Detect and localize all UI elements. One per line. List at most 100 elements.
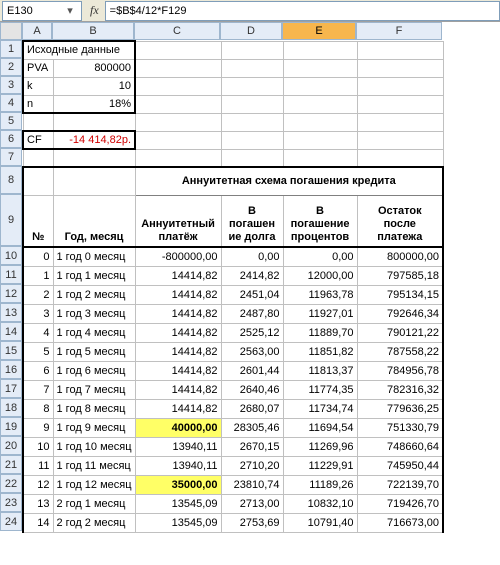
cell[interactable] — [221, 59, 283, 77]
cell[interactable]: 1 год 2 месяц — [53, 285, 135, 304]
row-header[interactable]: 24 — [0, 512, 22, 531]
cell[interactable]: 2670,15 — [221, 437, 283, 456]
cell[interactable]: 2414,82 — [221, 266, 283, 285]
cell[interactable]: 2601,44 — [221, 361, 283, 380]
cell[interactable] — [221, 131, 283, 149]
cell[interactable]: Аннуитетный платёж — [135, 195, 221, 247]
cell[interactable]: 13545,09 — [135, 494, 221, 513]
cell[interactable]: 748660,64 — [357, 437, 443, 456]
cell[interactable]: 2487,80 — [221, 304, 283, 323]
cell[interactable]: 10 — [53, 77, 135, 95]
cell[interactable]: 8 — [23, 399, 53, 418]
cell[interactable]: 2 год 2 месяц — [53, 513, 135, 532]
cell-grid[interactable]: Исходные данныеPVA800000k10n18%CF-14 414… — [22, 40, 444, 533]
cell[interactable]: 11774,35 — [283, 380, 357, 399]
cell[interactable]: 11813,37 — [283, 361, 357, 380]
cell[interactable] — [283, 131, 357, 149]
cell[interactable] — [283, 149, 357, 167]
cell[interactable]: 13940,11 — [135, 456, 221, 475]
row-header[interactable]: 5 — [0, 112, 22, 130]
cell[interactable]: 745950,44 — [357, 456, 443, 475]
cell[interactable]: 790121,22 — [357, 323, 443, 342]
cell[interactable] — [23, 113, 53, 131]
column-header[interactable]: F — [356, 22, 442, 40]
cell[interactable] — [357, 113, 443, 131]
cell[interactable]: 1 год 3 месяц — [53, 304, 135, 323]
cell[interactable]: 2753,69 — [221, 513, 283, 532]
cell[interactable]: 13 — [23, 494, 53, 513]
cell[interactable] — [283, 113, 357, 131]
cell[interactable]: 792646,34 — [357, 304, 443, 323]
cell[interactable]: 9 — [23, 418, 53, 437]
cell[interactable] — [135, 59, 221, 77]
cell[interactable] — [357, 131, 443, 149]
cell[interactable]: k — [23, 77, 53, 95]
cell[interactable] — [53, 113, 135, 131]
fx-icon[interactable]: fx — [84, 3, 105, 18]
row-header[interactable]: 15 — [0, 341, 22, 360]
cell[interactable]: 1 год 12 месяц — [53, 475, 135, 494]
select-all-corner[interactable] — [0, 22, 22, 40]
cell[interactable]: 716673,00 — [357, 513, 443, 532]
cell[interactable]: 719426,70 — [357, 494, 443, 513]
cell[interactable] — [221, 77, 283, 95]
cell[interactable]: 10832,10 — [283, 494, 357, 513]
cell[interactable]: 1 год 7 месяц — [53, 380, 135, 399]
cell[interactable] — [135, 131, 221, 149]
cell[interactable]: 14414,82 — [135, 323, 221, 342]
cell[interactable]: 1 год 5 месяц — [53, 342, 135, 361]
cell[interactable]: 784956,78 — [357, 361, 443, 380]
row-header[interactable]: 22 — [0, 474, 22, 493]
cell[interactable]: 28305,46 — [221, 418, 283, 437]
cell[interactable] — [357, 77, 443, 95]
cell[interactable]: 2710,20 — [221, 456, 283, 475]
cell[interactable]: 787558,22 — [357, 342, 443, 361]
cell[interactable]: 5 — [23, 342, 53, 361]
row-header[interactable]: 21 — [0, 455, 22, 474]
cell[interactable] — [135, 77, 221, 95]
row-header[interactable]: 11 — [0, 265, 22, 284]
cell[interactable]: 11963,78 — [283, 285, 357, 304]
cell[interactable]: 4 — [23, 323, 53, 342]
cell[interactable]: 3 — [23, 304, 53, 323]
cell[interactable]: 10791,40 — [283, 513, 357, 532]
cell[interactable]: Год, месяц — [53, 195, 135, 247]
cell[interactable]: 11889,70 — [283, 323, 357, 342]
cell[interactable]: 795134,15 — [357, 285, 443, 304]
cell[interactable] — [283, 77, 357, 95]
cell[interactable]: 40000,00 — [135, 418, 221, 437]
cell[interactable]: 2525,12 — [221, 323, 283, 342]
row-header[interactable]: 17 — [0, 379, 22, 398]
cell[interactable] — [221, 41, 283, 59]
cell[interactable]: 779636,25 — [357, 399, 443, 418]
formula-input[interactable]: =$B$4/12*F129 — [105, 1, 500, 21]
cell[interactable]: 11851,82 — [283, 342, 357, 361]
cell[interactable]: 14 — [23, 513, 53, 532]
cell[interactable] — [135, 95, 221, 113]
cell[interactable]: 722139,70 — [357, 475, 443, 494]
cell[interactable] — [283, 95, 357, 113]
row-header[interactable]: 14 — [0, 322, 22, 341]
cell[interactable]: 2713,00 — [221, 494, 283, 513]
column-header[interactable]: D — [220, 22, 282, 40]
cell[interactable]: № — [23, 195, 53, 247]
name-box-dropdown-icon[interactable]: ▾ — [63, 4, 77, 17]
cell[interactable]: 751330,79 — [357, 418, 443, 437]
cell[interactable]: 800000,00 — [357, 247, 443, 266]
cell[interactable] — [23, 149, 53, 167]
cell[interactable]: 1 — [23, 266, 53, 285]
column-header[interactable]: A — [22, 22, 52, 40]
row-header[interactable]: 8 — [0, 166, 22, 194]
cell[interactable] — [357, 59, 443, 77]
cell[interactable] — [135, 113, 221, 131]
cell[interactable]: 2451,04 — [221, 285, 283, 304]
row-header[interactable]: 23 — [0, 493, 22, 512]
cell[interactable]: 782316,32 — [357, 380, 443, 399]
row-header[interactable]: 4 — [0, 94, 22, 112]
row-header[interactable]: 16 — [0, 360, 22, 379]
cell[interactable]: PVA — [23, 59, 53, 77]
cell[interactable]: 7 — [23, 380, 53, 399]
cell[interactable]: 2680,07 — [221, 399, 283, 418]
cell[interactable]: 1 год 8 месяц — [53, 399, 135, 418]
row-header[interactable]: 20 — [0, 436, 22, 455]
